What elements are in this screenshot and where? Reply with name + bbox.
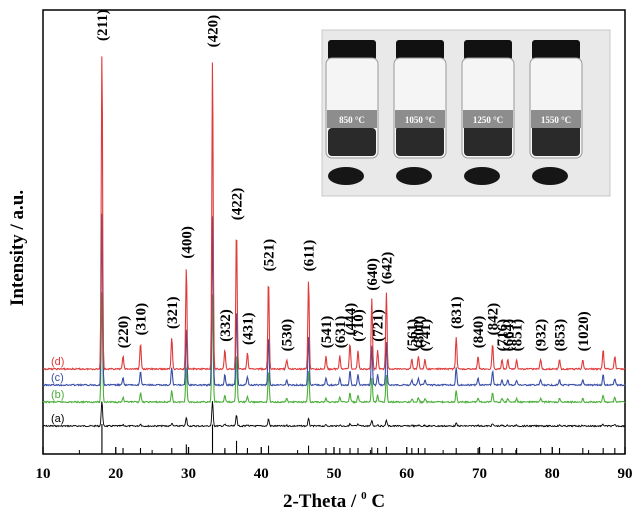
trace-label: (d) (51, 356, 64, 368)
vial-label-band (395, 110, 445, 128)
peak-label: (431) (240, 313, 256, 346)
peak-label: (530) (280, 319, 296, 352)
inset-photo: 850 °C 1050 °C 1250 °C 1550 °C (321, 29, 611, 197)
vial-powder (532, 122, 580, 156)
x-axis-title: 2-Theta / 0 C (283, 490, 385, 512)
peak-label: (800) (411, 316, 427, 349)
peak-label: (310) (134, 303, 150, 336)
peak-label: (840) (471, 316, 487, 349)
pattern-traces (42, 56, 626, 428)
x-tick-label: 80 (545, 466, 560, 482)
trace-a (42, 400, 626, 428)
vial-temperature-label: 1550 °C (541, 115, 571, 125)
vial-label-band (327, 110, 377, 128)
peak-labels: (211) (220) (310) (321) (400) (420) (332) (422)… (95, 9, 592, 351)
x-tick-label: 30 (181, 466, 196, 482)
vial-cap (464, 40, 512, 60)
trace-d (42, 56, 626, 372)
vial-group: 850 °C 1050 °C 1250 °C 1550 °C (325, 40, 583, 185)
x-tick-label: 90 (618, 466, 633, 482)
vial-temperature-label: 850 °C (339, 115, 365, 125)
peak-label: (721) (371, 309, 387, 342)
x-tick-label: 10 (36, 466, 51, 482)
peak-label: (1020) (576, 311, 592, 351)
peak-label: (642) (379, 252, 395, 285)
peak-label: (851) (510, 319, 526, 352)
peak-label: (211) (95, 9, 111, 41)
peak-label: (420) (206, 15, 222, 48)
vial: 850 °C (325, 40, 379, 185)
peak-label: (422) (230, 188, 246, 221)
trace-label: (b) (51, 389, 64, 401)
peak-label: (831) (449, 297, 465, 330)
peak-label: (541) (319, 316, 335, 349)
pellet (328, 167, 364, 185)
trace-labels: (a) (b) (c) (d) (51, 356, 64, 425)
peak-label: (640) (365, 258, 381, 291)
x-tick-label: 70 (472, 466, 487, 482)
peak-label: (332) (218, 309, 234, 342)
x-tick-label: 20 (108, 466, 123, 482)
reference-ticks (101, 424, 616, 454)
vial-powder (396, 126, 444, 156)
vial: 1050 °C (393, 40, 447, 185)
vial-powder (328, 128, 376, 156)
vial-label-band (463, 110, 513, 128)
y-axis-title: Intensity / a.u. (7, 190, 28, 306)
vial-temperature-label: 1050 °C (405, 115, 435, 125)
peak-label: (220) (116, 316, 132, 349)
vial: 1550 °C (529, 40, 583, 185)
peak-label: (561) (405, 319, 421, 352)
peak-label: (710) (351, 309, 367, 342)
pellet (396, 167, 432, 185)
peak-label: (631) (333, 316, 349, 349)
peak-label: (611) (302, 240, 318, 272)
x-tick-label: 40 (254, 466, 269, 482)
peak-label: (664) (501, 319, 517, 352)
x-axis-ticks: 10 20 30 40 50 60 70 80 90 (36, 447, 633, 482)
trace-label: (a) (51, 413, 64, 425)
peak-label: (400) (179, 226, 195, 259)
vial: 1250 °C (461, 40, 515, 185)
peak-label: (932) (534, 319, 550, 352)
trace-c (42, 213, 626, 387)
peak-label: (444) (343, 303, 359, 336)
peak-label: (741) (418, 319, 434, 352)
x-tick-label: 60 (399, 466, 414, 482)
peak-label: (853) (553, 319, 569, 352)
trace-b (42, 292, 626, 404)
vial-cap (532, 40, 580, 60)
vial-label-band (531, 110, 581, 128)
vial-temperature-label: 1250 °C (473, 115, 503, 125)
pellet (532, 167, 568, 185)
peak-label: (716) (495, 319, 511, 352)
peak-label: (321) (165, 297, 181, 330)
vial-cap (396, 40, 444, 60)
trace-label: (c) (51, 372, 64, 384)
peak-label: (521) (262, 239, 278, 272)
pellet (464, 167, 500, 185)
vial-cap (328, 40, 376, 60)
peak-label: (842) (486, 303, 502, 336)
vial-powder (464, 124, 512, 156)
x-tick-label: 50 (327, 466, 342, 482)
